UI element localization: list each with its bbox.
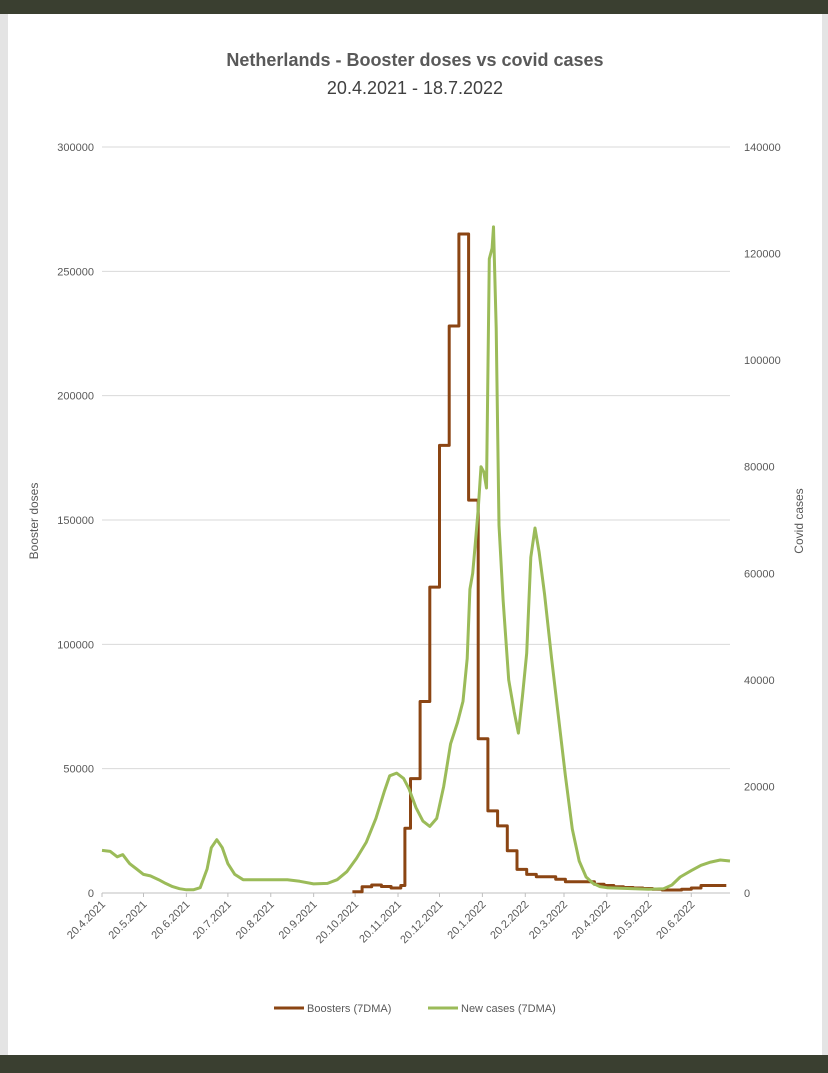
- chart-title: Netherlands - Booster doses vs covid cas…: [226, 50, 603, 70]
- y-tick-label-left: 100000: [57, 639, 94, 651]
- y-axis-label-left: Booster doses: [27, 483, 41, 560]
- x-tick-label: 20.6.2021: [149, 899, 192, 942]
- y-tick-label-right: 60000: [744, 568, 775, 580]
- legend-boosters-label: Boosters (7DMA): [307, 1003, 391, 1015]
- x-tick-label: 20.5.2021: [107, 899, 150, 942]
- x-tick-label: 20.4.2021: [65, 899, 108, 942]
- x-tick-label: 20.4.2022: [570, 899, 613, 942]
- x-tick-label: 20.11.2021: [357, 899, 404, 946]
- y-tick-label-right: 80000: [744, 462, 775, 474]
- y-tick-label-left: 150000: [57, 515, 94, 527]
- x-tick-label: 20.8.2021: [234, 899, 277, 942]
- y-tick-label-left: 50000: [63, 764, 94, 776]
- sheet-right-strip: [822, 14, 828, 1055]
- y-tick-label-left: 200000: [57, 391, 94, 403]
- chart-area[interactable]: Netherlands - Booster doses vs covid cas…: [8, 14, 822, 1055]
- new-cases-series-line: [101, 225, 731, 892]
- y-tick-label-left: 300000: [57, 142, 94, 154]
- x-tick-label: 20.6.2022: [654, 899, 697, 942]
- chart-svg: Netherlands - Booster doses vs covid cas…: [27, 50, 806, 1015]
- x-tick-label: 20.3.2022: [527, 899, 570, 942]
- x-tick-label: 20.2.2022: [488, 899, 531, 942]
- y-tick-label-right: 120000: [744, 249, 781, 261]
- x-tick-label: 20.9.2021: [277, 899, 320, 942]
- legend-cases-label: New cases (7DMA): [461, 1003, 556, 1015]
- y-axis-label-right: Covid cases: [792, 488, 806, 553]
- y-tick-label-right: 140000: [744, 142, 781, 154]
- x-tick-label: 20.7.2021: [191, 899, 234, 942]
- y-tick-label-right: 0: [744, 888, 750, 900]
- y-tick-label-left: 250000: [57, 266, 94, 278]
- sheet-left-strip: [0, 14, 8, 1055]
- x-tick-label: 20.1.2022: [445, 899, 488, 942]
- y-tick-label-right: 20000: [744, 781, 775, 793]
- x-tick-label: 20.5.2022: [611, 899, 654, 942]
- y-tick-label-right: 40000: [744, 675, 775, 687]
- y-tick-label-right: 100000: [744, 355, 781, 367]
- window-bottom-bar: [0, 1055, 828, 1073]
- chart-subtitle: 20.4.2021 - 18.7.2022: [327, 78, 503, 98]
- window-top-bar: [0, 0, 828, 14]
- x-tick-label: 20.12.2021: [398, 899, 445, 946]
- y-tick-label-left: 0: [88, 888, 94, 900]
- x-tick-label: 20.10.2021: [314, 899, 361, 946]
